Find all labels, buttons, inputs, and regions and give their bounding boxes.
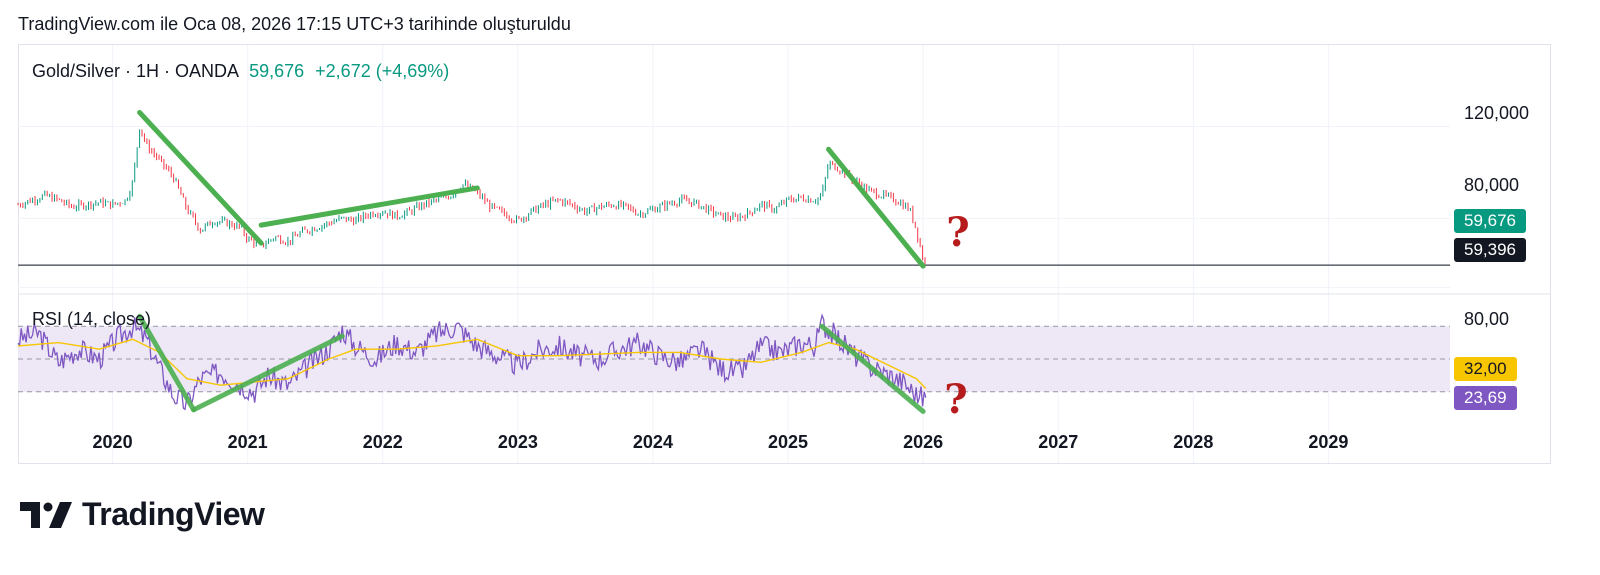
last-price-value: 59,676 — [249, 61, 305, 81]
rsi-ma-badge: 32,00 — [1454, 357, 1517, 381]
x-tick-2021: 2021 — [227, 432, 268, 452]
symbol-name[interactable]: Gold/Silver · 1H · OANDA — [32, 61, 239, 81]
price-tick-120: 120,000 — [1464, 103, 1530, 123]
rsi-trendline-2 — [191, 333, 345, 413]
price-question-mark: ? — [946, 209, 969, 256]
rsi-question-mark: ? — [944, 376, 967, 423]
brand-footer: TradingView — [20, 496, 265, 533]
symbol-legend: Gold/Silver · 1H · OANDA 59,676 +2,672 (… — [32, 61, 449, 82]
chart-panel — [18, 44, 1551, 464]
brand-name: TradingView — [82, 496, 265, 532]
x-tick-2024: 2024 — [632, 432, 673, 452]
rsi-trendline-1 — [137, 313, 197, 413]
rsi-trendline-3 — [819, 323, 926, 414]
last-price-badge: 59,676 — [1454, 209, 1526, 233]
price-trendline-2 — [258, 185, 480, 228]
rsi-value-badge: 23,69 — [1454, 386, 1517, 410]
x-tick-2025: 2025 — [768, 432, 809, 452]
x-tick-2026: 2026 — [903, 432, 944, 452]
price-tick-80: 80,000 — [1464, 175, 1520, 195]
rsi-tick-80: 80,00 — [1464, 309, 1510, 329]
price-trendline-1 — [137, 109, 264, 246]
x-tick-2029: 2029 — [1308, 432, 1349, 452]
snapshot-header: TradingView.com ile Oca 08, 2026 17:15 U… — [18, 14, 571, 34]
rsi-indicator-label[interactable]: RSI (14, close) — [32, 309, 152, 329]
x-tick-2023: 2023 — [497, 432, 538, 452]
prev-price-badge: 59,396 — [1454, 238, 1526, 262]
x-tick-2020: 2020 — [92, 432, 133, 452]
price-change-value: +2,672 (+4,69%) — [315, 61, 450, 81]
tradingview-logo-icon — [20, 501, 72, 528]
x-tick-2027: 2027 — [1038, 432, 1079, 452]
price-trendline-3 — [826, 146, 926, 269]
x-tick-2028: 2028 — [1173, 432, 1214, 452]
x-tick-2022: 2022 — [362, 432, 403, 452]
rsi-ma-line — [17, 338, 927, 389]
